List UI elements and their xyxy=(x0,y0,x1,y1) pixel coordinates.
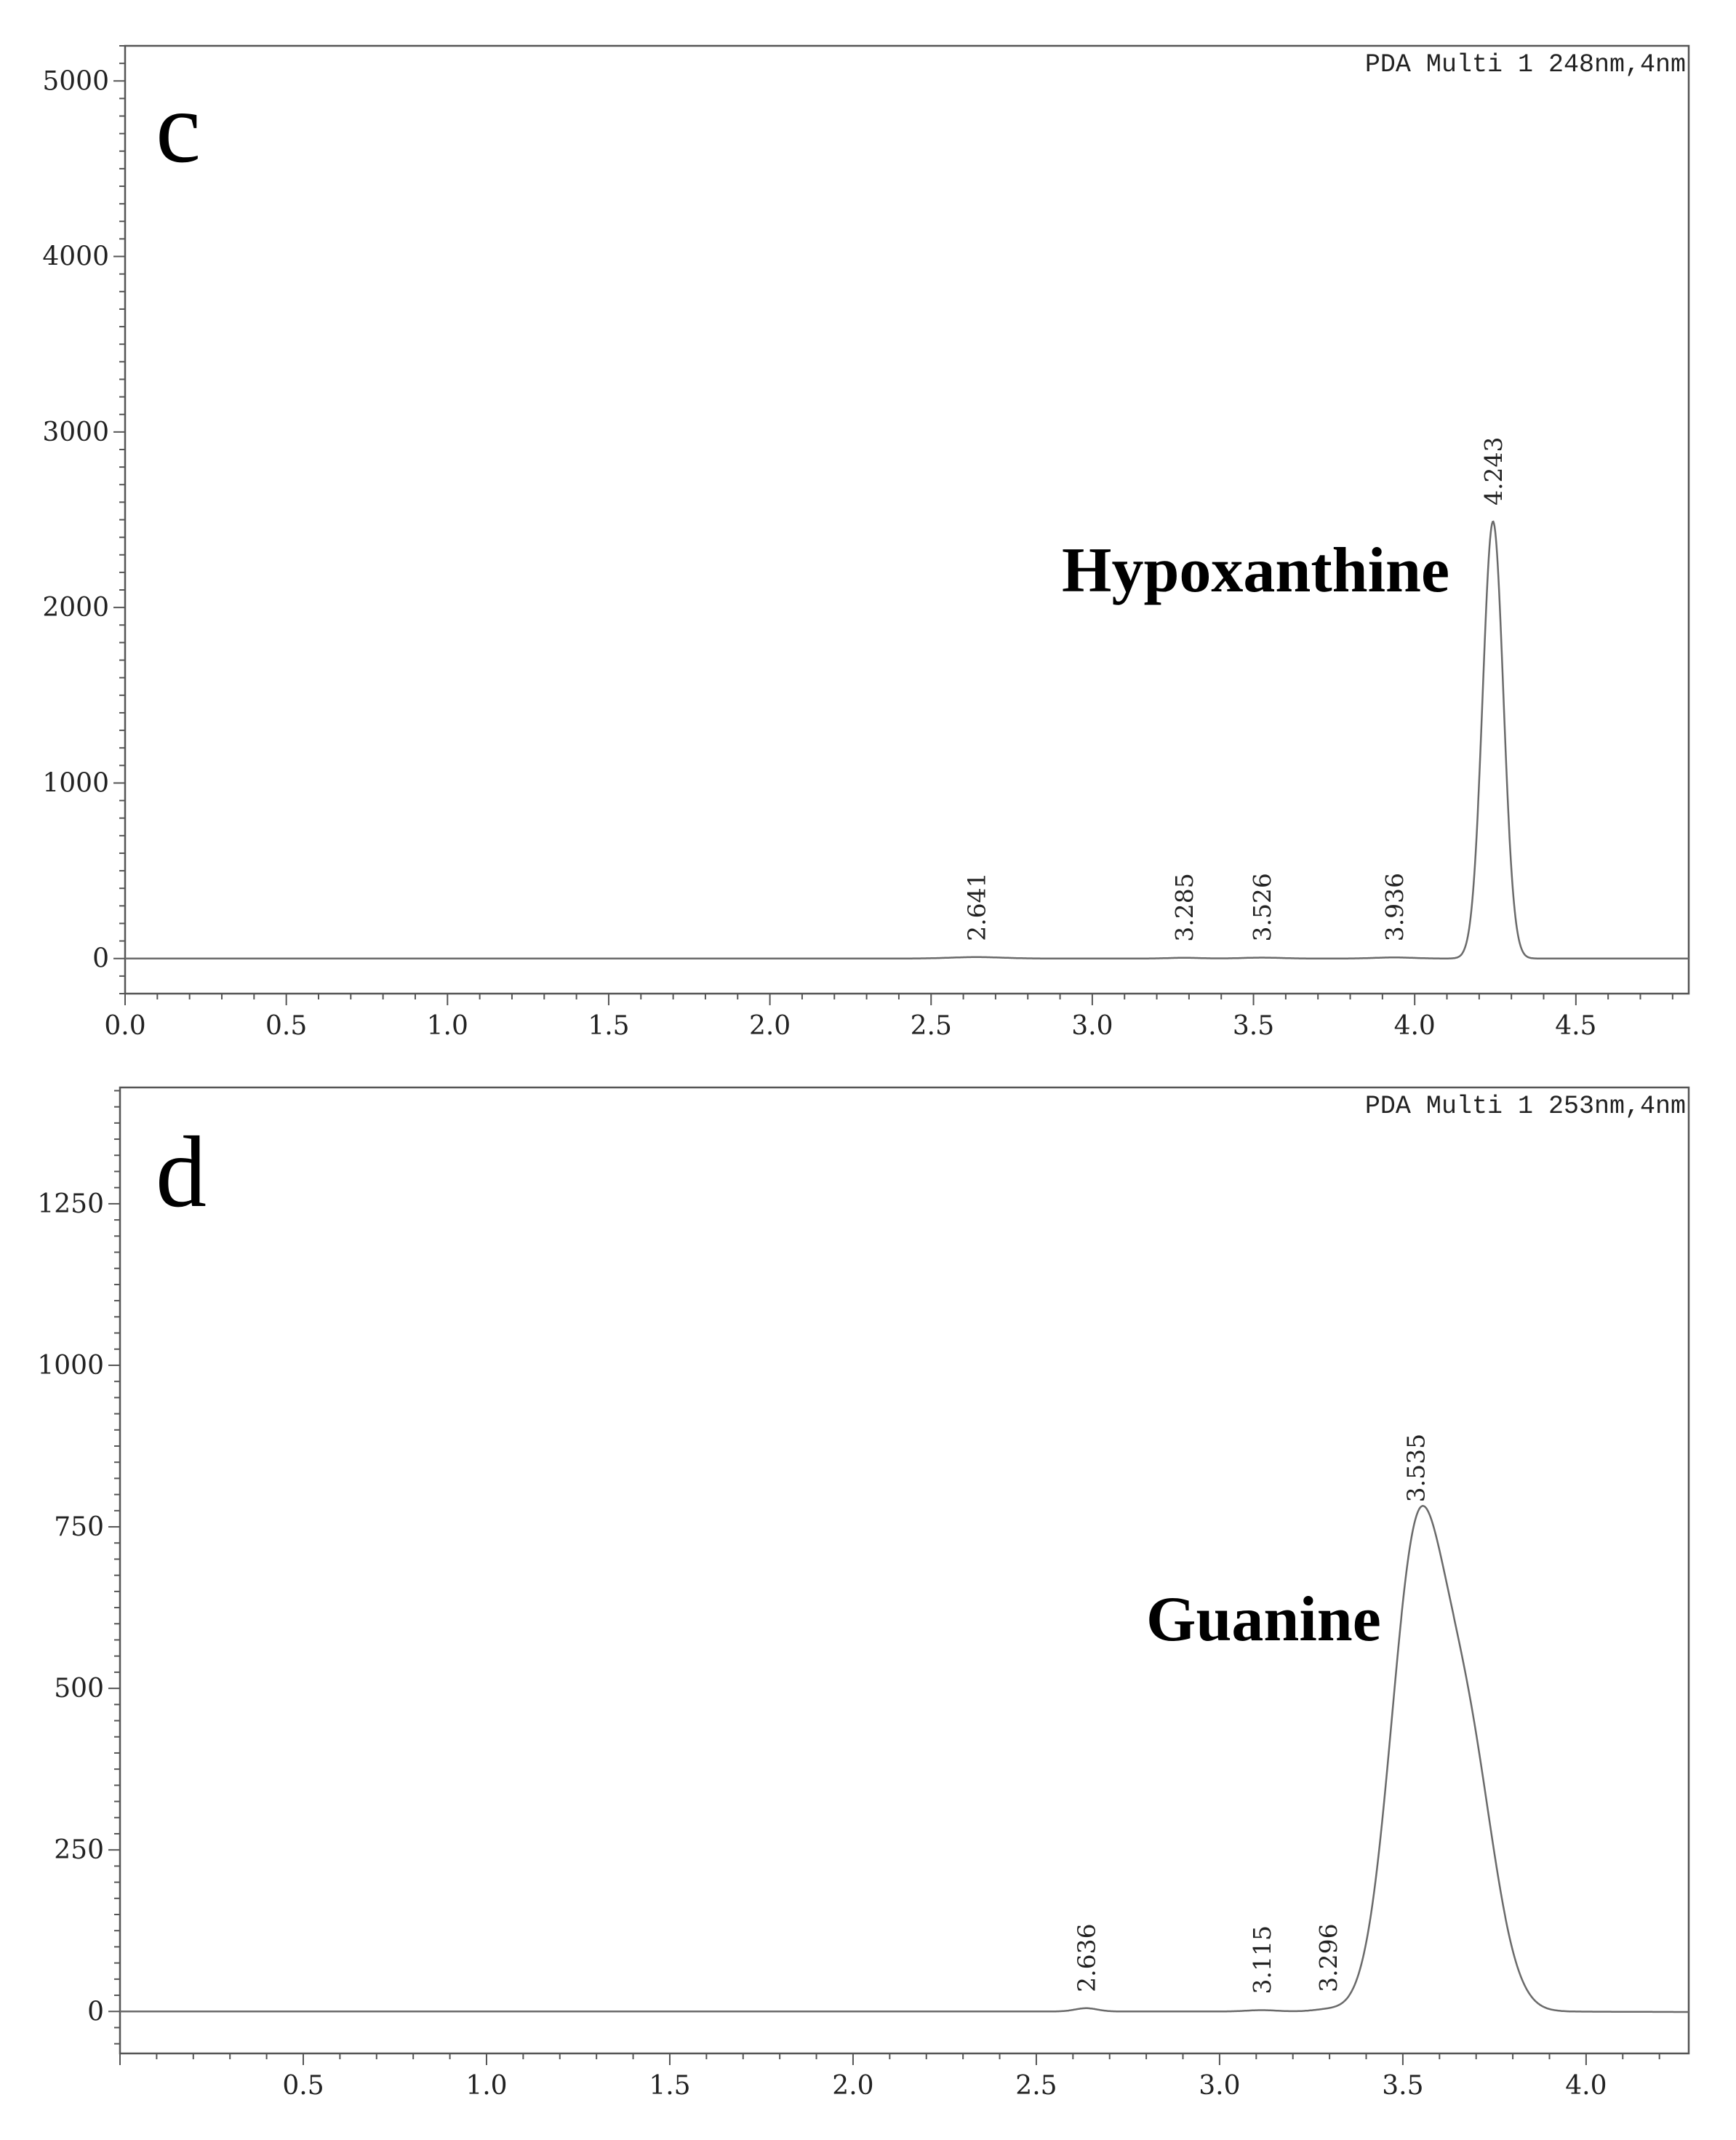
y-axis: 0 250 500 750 1000 1250 xyxy=(37,1090,120,2045)
x-tick-label: 3.0 xyxy=(1071,1011,1113,1041)
y-tick-label: 0 xyxy=(92,944,109,974)
chromatogram-trace xyxy=(120,1504,1689,2013)
x-tick-label: 2.0 xyxy=(749,1011,791,1041)
y-tick-label: 500 xyxy=(54,1674,104,1704)
x-tick-label: 4.5 xyxy=(1555,1011,1596,1041)
x-tick-label: 3.5 xyxy=(1233,1011,1274,1041)
chromatogram-panel-d: 0 250 500 750 1000 1250 0.5 1.0 1.5 2.0 2.5 3.0 3.5… xyxy=(37,1086,1690,2101)
peak-rt-label: 3.535 xyxy=(1402,1434,1431,1502)
compound-label: Guanine xyxy=(1146,1584,1381,1655)
panel-label: c xyxy=(156,71,201,184)
peak-rt-label: 4.243 xyxy=(1479,436,1508,505)
x-tick-label: 1.5 xyxy=(649,2071,690,2101)
peak-rt-label: 3.296 xyxy=(1314,1923,1343,1992)
x-axis: 0.5 1.0 1.5 2.0 2.5 3.0 3.5 4.0 xyxy=(119,2053,1660,2101)
x-tick-label: 0.5 xyxy=(282,2071,324,2101)
y-tick-label: 4000 xyxy=(42,242,109,272)
peak-labels: 2.641 3.285 3.526 3.936 4.243 xyxy=(963,436,1508,941)
x-tick-label: 0.0 xyxy=(104,1011,145,1041)
y-tick-label: 2000 xyxy=(42,593,109,623)
panel-label: d xyxy=(156,1116,207,1229)
peak-rt-label: 3.115 xyxy=(1248,1925,1276,1994)
peak-rt-label: 3.526 xyxy=(1248,873,1276,941)
x-tick-label: 1.0 xyxy=(465,2071,507,2101)
compound-label: Hypoxanthine xyxy=(1062,535,1449,606)
y-tick-label: 3000 xyxy=(42,418,109,447)
y-tick-label: 0 xyxy=(87,1997,104,2027)
peak-labels: 2.636 3.115 3.296 3.535 xyxy=(1072,1434,1430,1995)
peak-rt-label: 3.285 xyxy=(1170,873,1199,941)
x-tick-label: 3.0 xyxy=(1199,2071,1240,2101)
x-tick-label: 2.5 xyxy=(911,1011,952,1041)
x-tick-label: 4.0 xyxy=(1565,2071,1607,2101)
y-axis: 0 1000 2000 3000 4000 5000 xyxy=(42,45,125,994)
chromatogram-trace xyxy=(125,520,1689,959)
peak-rt-label: 2.636 xyxy=(1072,1923,1100,1992)
peak-rt-label: 3.936 xyxy=(1380,873,1409,941)
detector-header: PDA Multi 1 248nm,4nm xyxy=(1365,50,1686,79)
x-tick-label: 4.0 xyxy=(1394,1011,1436,1041)
y-tick-label: 1000 xyxy=(37,1351,104,1381)
x-axis: 0.0 0.5 1.0 1.5 2.0 2.5 3.0 3.5 4.0 4.5 xyxy=(104,994,1673,1041)
y-tick-label: 750 xyxy=(54,1512,104,1542)
peak-rt-label: 2.641 xyxy=(963,872,991,941)
y-tick-label: 5000 xyxy=(42,66,109,96)
x-tick-label: 1.5 xyxy=(588,1011,629,1041)
plot-frame xyxy=(124,44,1690,995)
x-tick-label: 2.0 xyxy=(832,2071,873,2101)
y-tick-label: 1250 xyxy=(37,1189,104,1219)
detector-header: PDA Multi 1 253nm,4nm xyxy=(1365,1092,1686,1121)
x-tick-label: 3.5 xyxy=(1382,2071,1423,2101)
x-tick-label: 1.0 xyxy=(427,1011,468,1041)
x-tick-label: 2.5 xyxy=(1015,2071,1057,2101)
y-tick-label: 250 xyxy=(54,1835,104,1865)
plot-frame xyxy=(119,1086,1690,2055)
chromatogram-panel-c: 0 1000 2000 3000 4000 5000 0.0 0.5 1.0 1.5 2.0 2.5… xyxy=(42,44,1690,1041)
y-tick-label: 1000 xyxy=(42,768,109,798)
x-tick-label: 0.5 xyxy=(265,1011,307,1041)
